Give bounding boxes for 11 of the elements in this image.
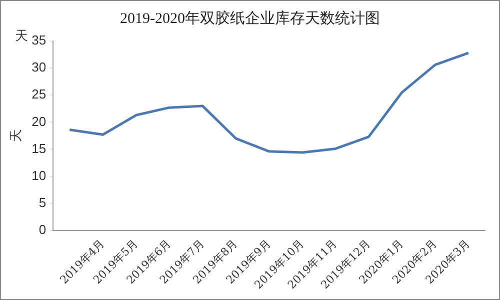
chart-title: 2019-2020年双胶纸企业库存天数统计图	[119, 9, 381, 28]
y-tick-label: 20	[32, 114, 46, 129]
y-tick-label: 15	[32, 140, 46, 156]
y-tick-label: 10	[32, 168, 46, 183]
y-tick-label: 35	[32, 32, 46, 48]
y-axis-title: 天	[9, 129, 24, 142]
text: 天	[15, 28, 28, 45]
y-tick-label: 0	[38, 222, 46, 237]
y-tick-label: 30	[32, 60, 46, 75]
y-tick-label: 25	[32, 86, 46, 102]
y-tick-label: 5	[38, 194, 46, 210]
